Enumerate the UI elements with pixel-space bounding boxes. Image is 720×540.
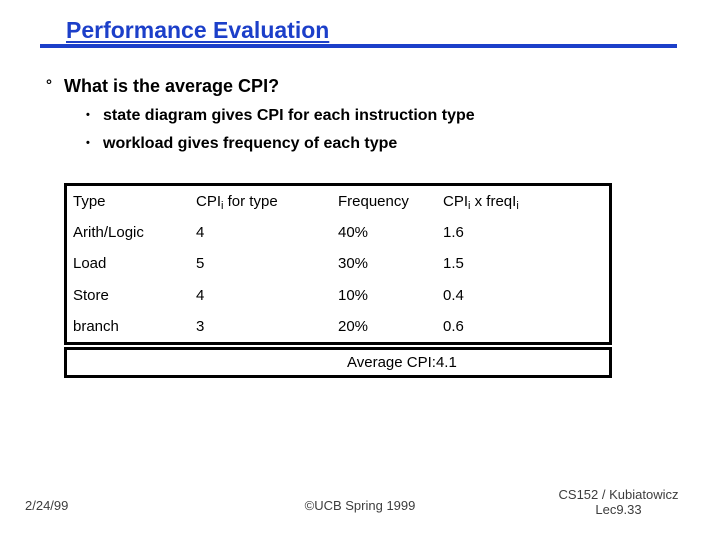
cpi-table: Type CPIi for type Frequency CPIi x freq… <box>64 183 612 345</box>
footer-course-info: CS152 / Kubiatowicz Lec9.33 <box>531 487 706 517</box>
dot-bullet-icon: • <box>86 137 90 149</box>
table-row: Arith/Logic 4 40% 1.6 <box>67 217 609 248</box>
table-row: Store 4 10% 0.4 <box>67 280 609 311</box>
cell-product: 0.4 <box>443 286 464 304</box>
cell-type: Arith/Logic <box>73 224 144 242</box>
cell-type: Store <box>73 286 109 304</box>
cell-frequency: 40% <box>338 224 369 242</box>
cell-cpi: 4 <box>196 286 205 304</box>
average-cpi-box: Average CPI:4.1 <box>64 347 612 378</box>
header-frequency: Frequency <box>338 193 409 211</box>
cell-product: 1.6 <box>443 224 464 242</box>
cell-product: 1.5 <box>443 255 464 273</box>
cell-frequency: 30% <box>338 255 369 273</box>
table-row: Load 5 30% 1.5 <box>67 248 609 279</box>
cell-product: 0.6 <box>443 317 464 335</box>
heading-text: What is the average CPI? <box>64 76 280 96</box>
cell-type: branch <box>73 317 119 335</box>
cell-type: Load <box>73 255 107 273</box>
dot-bullet-icon: • <box>86 109 90 121</box>
average-cpi-label: Average CPI:4.1 <box>347 354 457 371</box>
footer-lecture-number: Lec9.33 <box>595 502 642 517</box>
title-underline-rule <box>40 44 677 48</box>
subscript: i <box>468 200 471 213</box>
sub-bullet-2: • workload gives frequency of each type <box>86 135 397 153</box>
cell-frequency: 20% <box>338 317 369 335</box>
slide-title: Performance Evaluation <box>66 17 330 43</box>
subscript: i <box>516 200 519 213</box>
degree-bullet-icon: ° <box>46 77 52 94</box>
cell-cpi: 4 <box>196 224 205 242</box>
cell-frequency: 10% <box>338 286 369 304</box>
header-type: Type <box>73 193 106 211</box>
cell-cpi: 5 <box>196 255 205 273</box>
footer-course-line: CS152 / Kubiatowicz <box>558 487 679 502</box>
footer-date: 2/24/99 <box>25 498 69 513</box>
cell-cpi: 3 <box>196 317 205 335</box>
sub-bullet-1-text: state diagram gives CPI for each instruc… <box>103 107 475 124</box>
header-product: CPIi x freqIi <box>443 193 519 213</box>
header-cpi: CPIi for type <box>196 193 278 213</box>
table-row: branch 3 20% 0.6 <box>67 311 609 342</box>
heading-row: ° What is the average CPI? <box>46 76 279 97</box>
table-header-row: Type CPIi for type Frequency CPIi x freq… <box>67 186 609 217</box>
sub-bullet-2-text: workload gives frequency of each type <box>103 135 398 152</box>
footer-copyright: ©UCB Spring 1999 <box>304 498 416 513</box>
sub-bullet-1: • state diagram gives CPI for each instru… <box>86 107 475 125</box>
subscript: i <box>221 200 224 213</box>
